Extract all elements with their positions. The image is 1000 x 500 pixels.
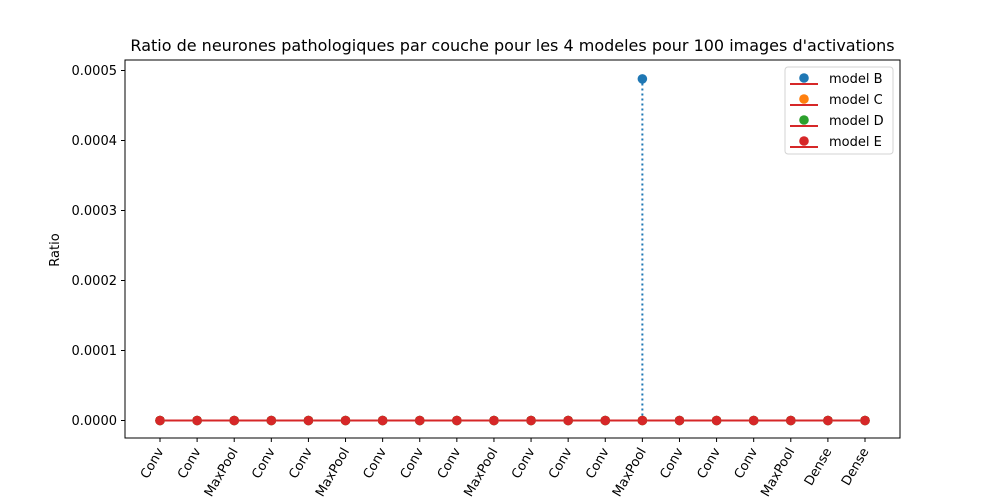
- marker-model-e: [526, 415, 536, 426]
- marker-model-e: [637, 415, 648, 426]
- x-tick-label: Conv: [509, 445, 539, 481]
- legend-box: [784, 66, 894, 155]
- y-tick-label: 0.0005: [72, 64, 118, 79]
- legend-label: model B: [829, 72, 883, 87]
- y-tick-label: 0.0003: [72, 204, 118, 219]
- marker-model-b: [637, 74, 648, 84]
- x-tick-label: Conv: [175, 445, 205, 481]
- x-tick-label: Dense: [839, 446, 873, 489]
- marker-model-e: [377, 415, 388, 426]
- x-tick-label: Conv: [695, 445, 725, 481]
- x-tick-label: MaxPool: [202, 446, 242, 500]
- marker-model-e: [748, 415, 759, 426]
- legend-marker: [799, 115, 809, 125]
- plot-frame: [124, 59, 901, 439]
- legend-marker: [799, 73, 809, 83]
- x-tick-label: MaxPool: [758, 446, 798, 500]
- y-tick-label: 0.0001: [72, 344, 118, 359]
- y-axis-label: Ratio: [48, 233, 63, 266]
- x-tick-label: MaxPool: [610, 446, 650, 500]
- marker-model-e: [711, 415, 722, 426]
- y-tick-label: 0.0000: [72, 414, 118, 429]
- legend-label: model D: [829, 114, 884, 129]
- x-tick-label: Conv: [583, 445, 613, 481]
- x-tick-label: MaxPool: [462, 446, 502, 500]
- marker-model-e: [155, 415, 165, 426]
- marker-model-e: [340, 415, 351, 426]
- marker-model-e: [452, 415, 462, 426]
- x-tick-label: Conv: [361, 445, 391, 481]
- legend-label: model C: [829, 93, 883, 108]
- x-tick-label: Dense: [802, 446, 836, 489]
- chart-title: Ratio de neurones pathologiques par couc…: [130, 36, 895, 55]
- x-tick-label: Conv: [398, 445, 428, 481]
- x-tick-label: Conv: [286, 445, 316, 481]
- marker-model-e: [489, 415, 499, 426]
- legend-marker: [799, 136, 809, 146]
- legend: model B model C model D model E: [784, 66, 894, 155]
- marker-model-e: [823, 415, 833, 426]
- x-tick-label: Conv: [546, 445, 576, 481]
- x-tick-label: Conv: [249, 445, 279, 481]
- marker-model-e: [303, 415, 314, 426]
- plot-layer: [155, 74, 870, 426]
- marker-model-e: [229, 415, 240, 426]
- legend-label: model E: [829, 135, 882, 150]
- marker-model-e: [266, 415, 277, 426]
- marker-model-e: [674, 415, 685, 426]
- x-tick-label: MaxPool: [313, 446, 353, 500]
- legend-marker: [799, 94, 809, 104]
- marker-model-e: [600, 415, 611, 426]
- marker-model-e: [563, 415, 573, 426]
- y-tick-label: 0.0002: [72, 274, 118, 289]
- marker-model-e: [785, 415, 796, 426]
- y-tick-label: 0.0004: [72, 134, 118, 149]
- x-tick-label: Conv: [138, 445, 168, 481]
- marker-model-e: [192, 415, 202, 426]
- x-tick-label: Conv: [657, 445, 687, 481]
- marker-model-e: [414, 415, 425, 426]
- y-axis: 0.0000 0.0001 0.0002 0.0003 0.0004 0.0005: [72, 64, 125, 429]
- x-tick-label: Conv: [435, 445, 465, 481]
- x-tick-label: Conv: [732, 445, 762, 481]
- marker-model-e: [860, 415, 870, 426]
